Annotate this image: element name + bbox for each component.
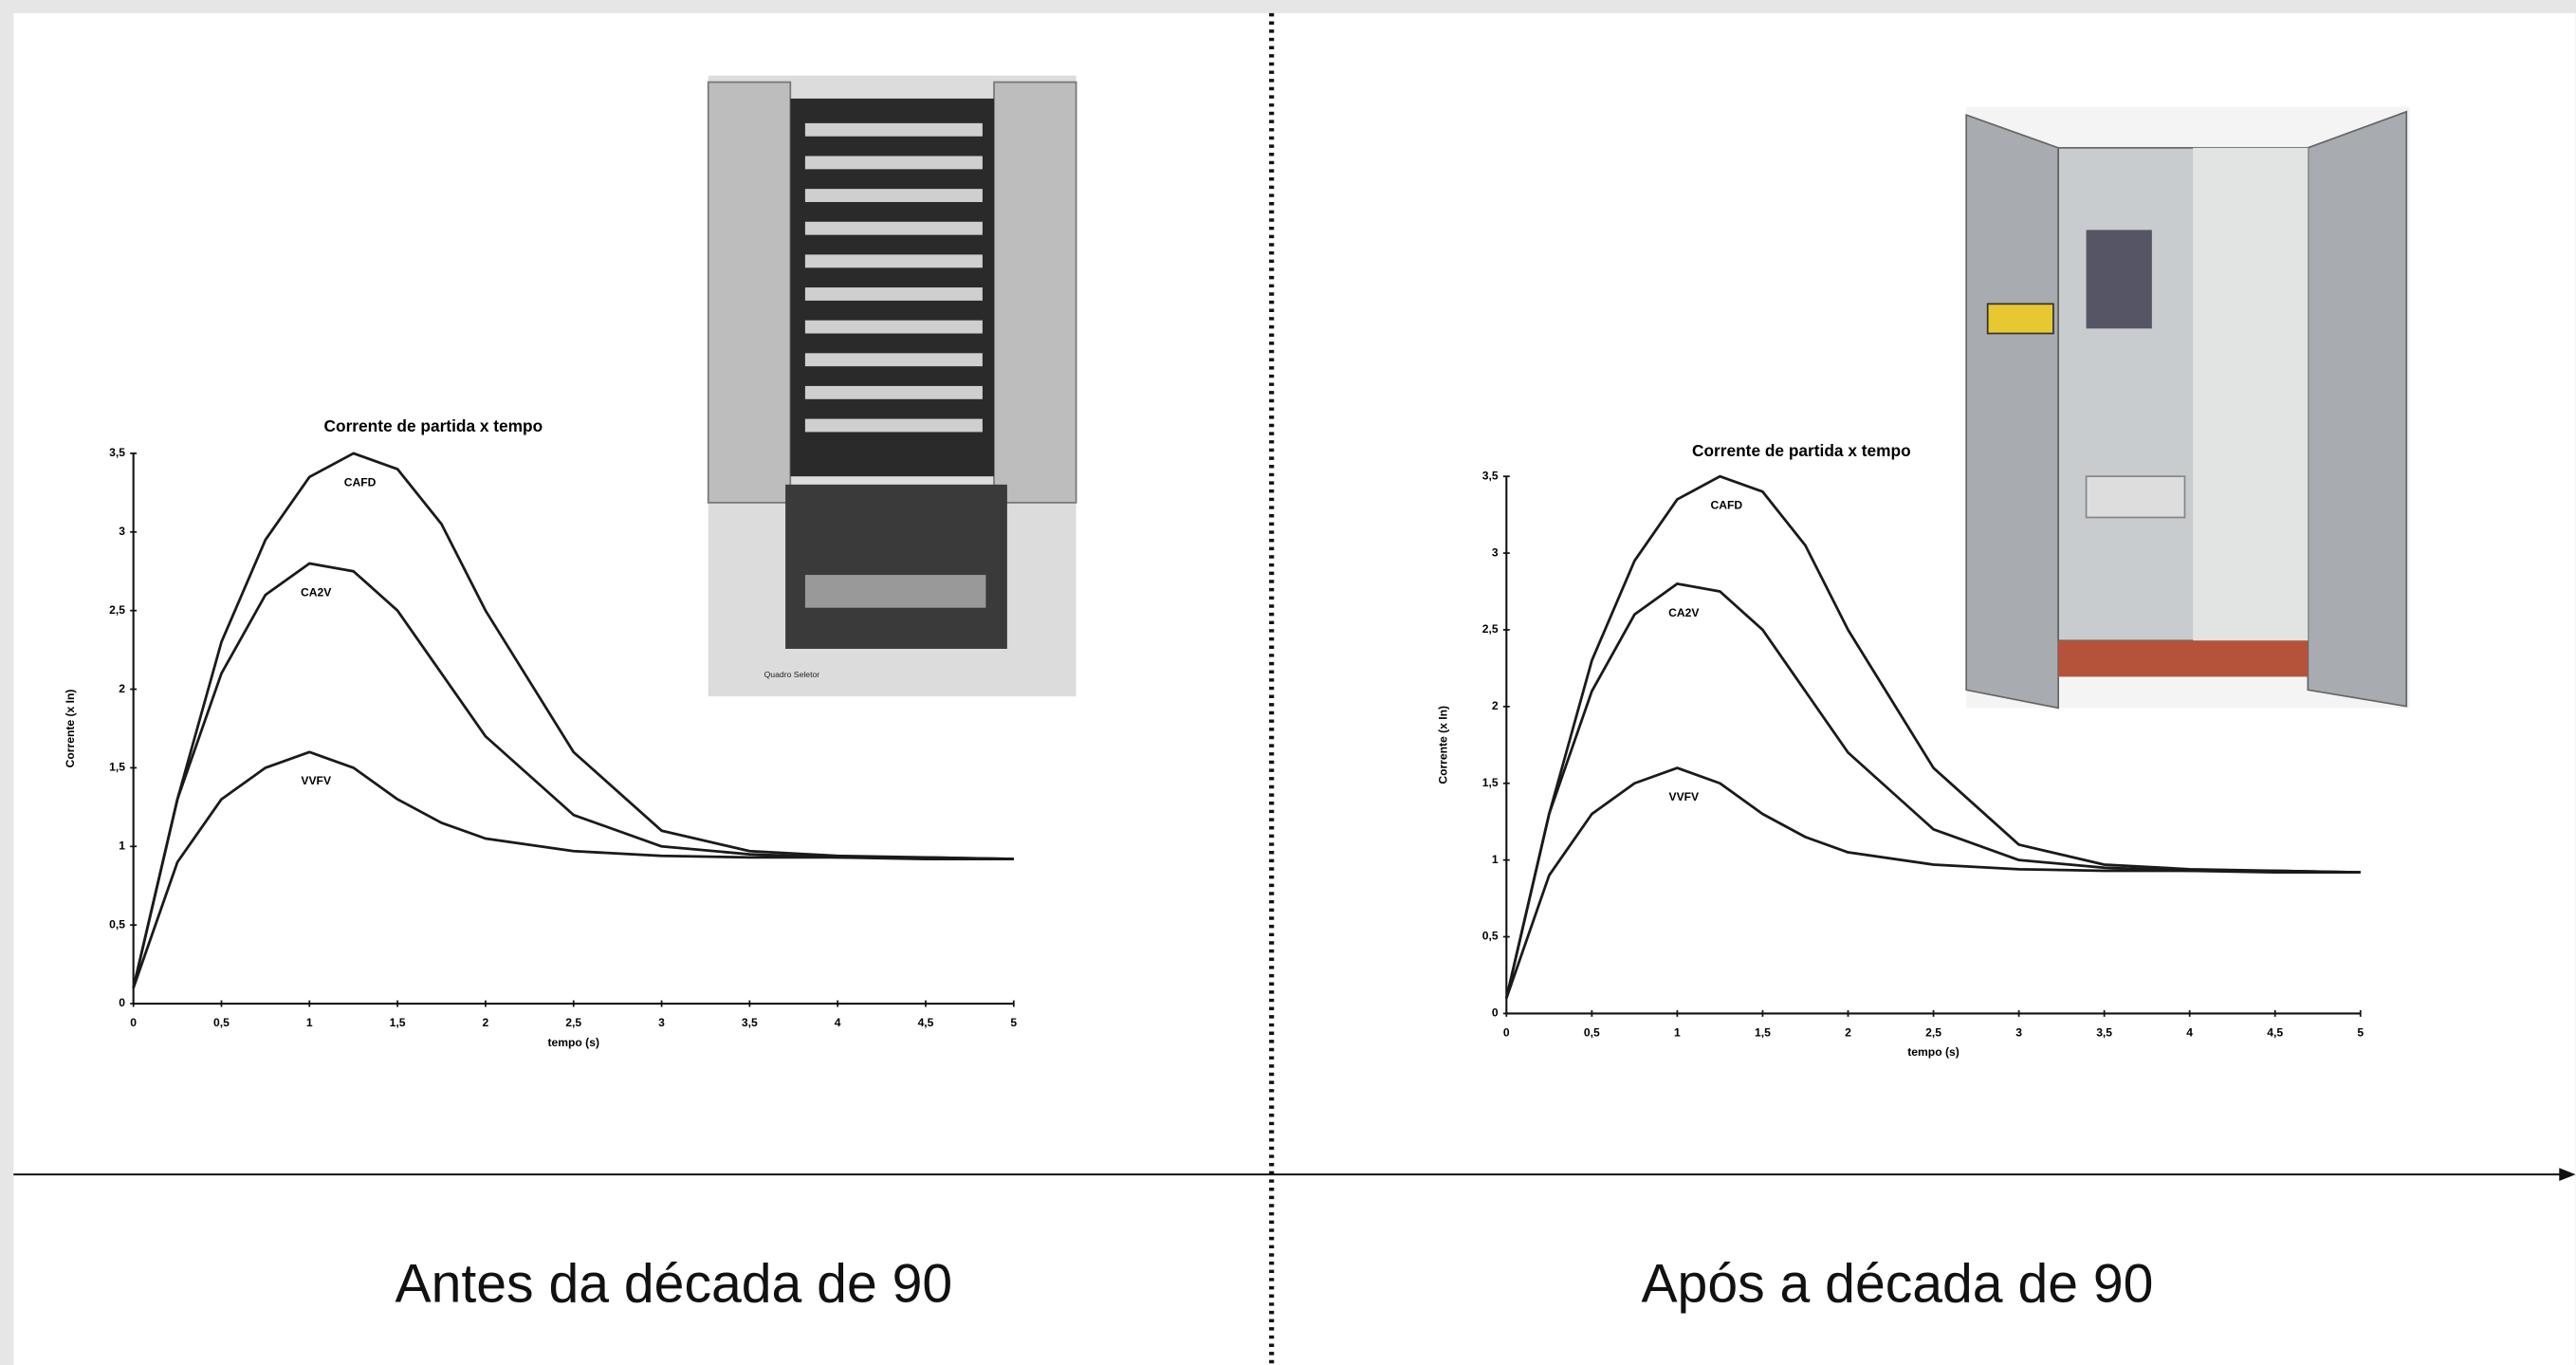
y-tick-label: 1,5	[109, 761, 125, 774]
series-label: CA2V	[1668, 606, 1699, 619]
series-label: CAFD	[1711, 499, 1743, 512]
x-tick-label: 0,5	[1584, 1025, 1600, 1039]
slide: Quadro Seletor Antes da década de 90 Apó…	[0, 0, 2576, 1365]
x-tick-label: 5	[2357, 1025, 2364, 1039]
x-tick-label: 1	[306, 1016, 313, 1029]
x-tick-label: 4	[835, 1016, 841, 1029]
chart-title: Corrente de partida x tempo	[1692, 441, 1911, 460]
series-label: VVFV	[301, 774, 331, 787]
y-tick-label: 3,5	[1482, 469, 1499, 482]
x-tick-label: 1	[1674, 1025, 1681, 1039]
y-axis-label: Corrente (x In)	[1437, 706, 1450, 784]
caption: Após a década de 90	[1641, 1254, 2153, 1315]
x-tick-label: 1,5	[1755, 1025, 1771, 1039]
new-cabinet-photo	[1966, 107, 2410, 709]
y-tick-label: 1	[1492, 853, 1499, 866]
y-tick-label: 0,5	[1482, 930, 1499, 943]
y-tick-label: 2,5	[109, 603, 125, 617]
old-cabinet-photo: Quadro Seletor	[708, 76, 1076, 697]
series-label: VVFV	[1669, 790, 1700, 803]
y-tick-label: 3	[119, 525, 125, 538]
y-tick-label: 0,5	[109, 917, 125, 931]
x-tick-label: 2	[483, 1016, 489, 1029]
x-tick-label: 3	[2015, 1025, 2022, 1039]
x-tick-label: 4,5	[2267, 1025, 2283, 1039]
x-tick-label: 2,5	[1925, 1025, 1941, 1039]
x-axis-label: tempo (s)	[1907, 1045, 1959, 1059]
x-tick-label: 0,5	[213, 1016, 230, 1029]
x-tick-label: 5	[1010, 1016, 1017, 1029]
y-axis-label: Corrente (x In)	[64, 690, 77, 768]
caption: Antes da década de 90	[396, 1254, 953, 1315]
x-tick-label: 1,5	[390, 1016, 406, 1029]
x-tick-label: 3,5	[742, 1016, 758, 1029]
photo-label: Quadro Seletor	[764, 670, 820, 679]
chart-title: Corrente de partida x tempo	[324, 416, 543, 435]
y-tick-label: 3	[1492, 545, 1499, 559]
y-tick-label: 0	[119, 996, 125, 1009]
x-tick-label: 0	[130, 1016, 137, 1029]
x-tick-label: 3,5	[2096, 1025, 2112, 1039]
y-tick-label: 1,5	[1482, 776, 1499, 789]
y-tick-label: 2	[119, 682, 125, 695]
x-tick-label: 4	[2186, 1025, 2193, 1039]
x-tick-label: 2	[1845, 1025, 1851, 1039]
y-tick-label: 0	[1492, 1006, 1499, 1020]
series-label: CAFD	[344, 475, 377, 489]
y-tick-label: 2,5	[1482, 622, 1499, 636]
x-tick-label: 4,5	[918, 1016, 934, 1029]
x-tick-label: 3	[658, 1016, 665, 1029]
x-axis-label: tempo (s)	[547, 1036, 599, 1049]
y-tick-label: 2	[1492, 699, 1499, 712]
series-label: CA2V	[301, 585, 331, 599]
y-tick-label: 3,5	[109, 446, 125, 459]
x-tick-label: 2,5	[565, 1016, 581, 1029]
y-tick-label: 1	[119, 839, 125, 852]
x-tick-label: 0	[1503, 1025, 1510, 1039]
